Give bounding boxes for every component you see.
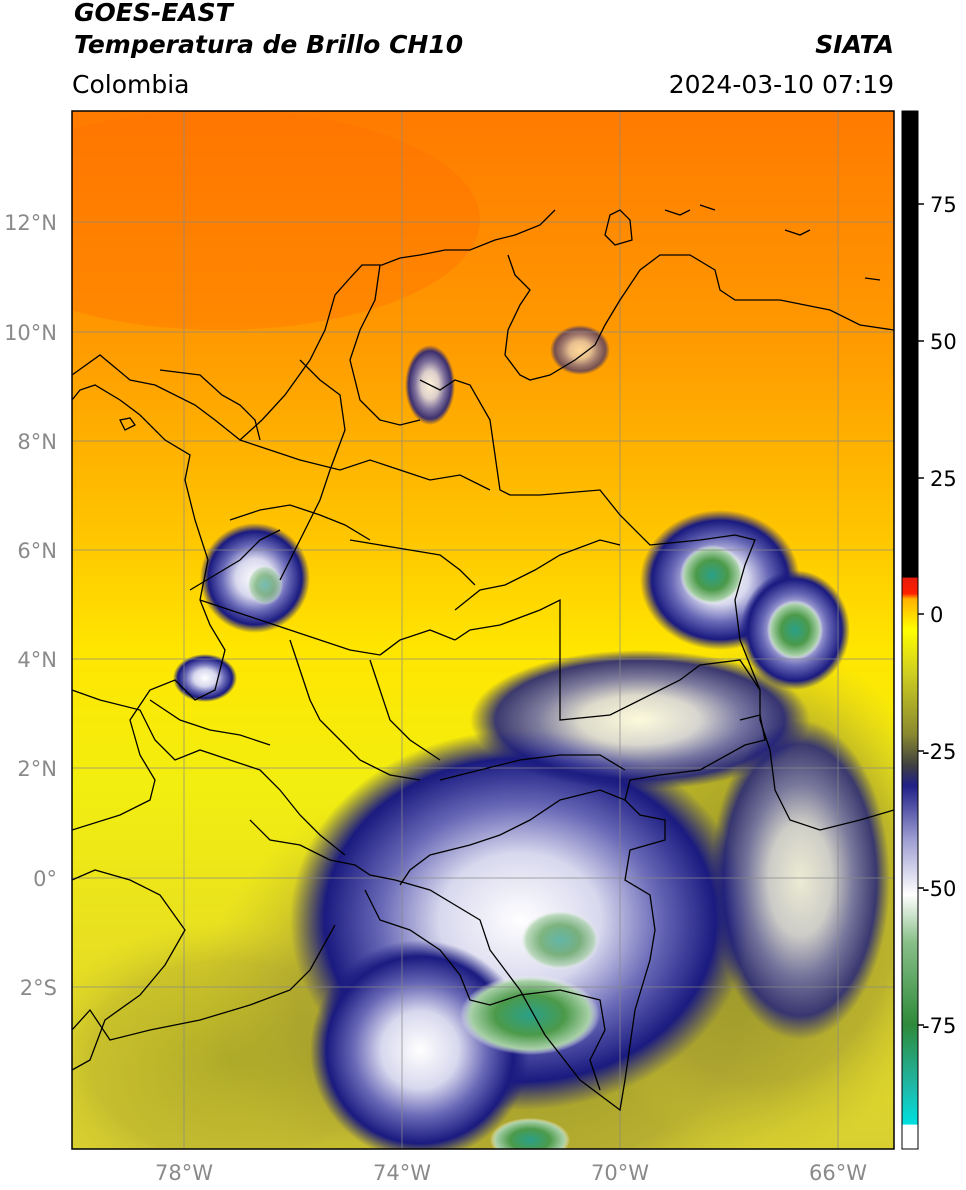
colorbar-tick: 0 — [930, 603, 943, 627]
lat-axis-labels: 12°N 10°N 8°N 6°N 4°N 2°N 0° 2°S — [4, 211, 57, 1000]
lat-label: 0° — [33, 867, 57, 891]
product-title: Temperatura de Brillo CH10 — [74, 30, 464, 59]
lon-label: 66°W — [809, 1161, 867, 1185]
region-label: Colombia — [72, 70, 190, 99]
colorbar-gradient — [901, 110, 919, 1150]
lat-label: 2°S — [20, 976, 57, 1000]
colorbar-tick: -25 — [922, 740, 956, 764]
lon-label: 74°W — [373, 1161, 431, 1185]
lat-label: 10°N — [4, 321, 57, 345]
colorbar-tick: 25 — [930, 467, 957, 491]
colorbar-tick: 50 — [930, 330, 957, 354]
datetime-label: 2024-03-10 07:19 — [668, 70, 894, 99]
lat-label: 12°N — [4, 211, 57, 235]
colorbar-tick: 75 — [930, 193, 957, 217]
colorbar-tick: -75 — [922, 1014, 956, 1038]
lat-label: 4°N — [17, 648, 57, 672]
graticule — [72, 111, 894, 1149]
borders-and-coastlines — [72, 204, 894, 1112]
lat-label: 2°N — [17, 757, 57, 781]
lon-axis-labels: 78°W 74°W 70°W 66°W — [155, 1161, 867, 1185]
map-frame — [71, 110, 895, 1150]
map-field — [72, 111, 894, 1149]
lat-label: 8°N — [17, 430, 57, 454]
satellite-title: GOES-EAST — [74, 0, 233, 27]
lat-label: 6°N — [17, 539, 57, 563]
lon-label: 70°W — [591, 1161, 649, 1185]
lon-label: 78°W — [155, 1161, 213, 1185]
organization-label: SIATA — [815, 30, 894, 59]
colorbar: 75 50 25 0 -25 -50 -75 — [901, 110, 957, 1150]
colorbar-tick: -50 — [922, 877, 956, 901]
